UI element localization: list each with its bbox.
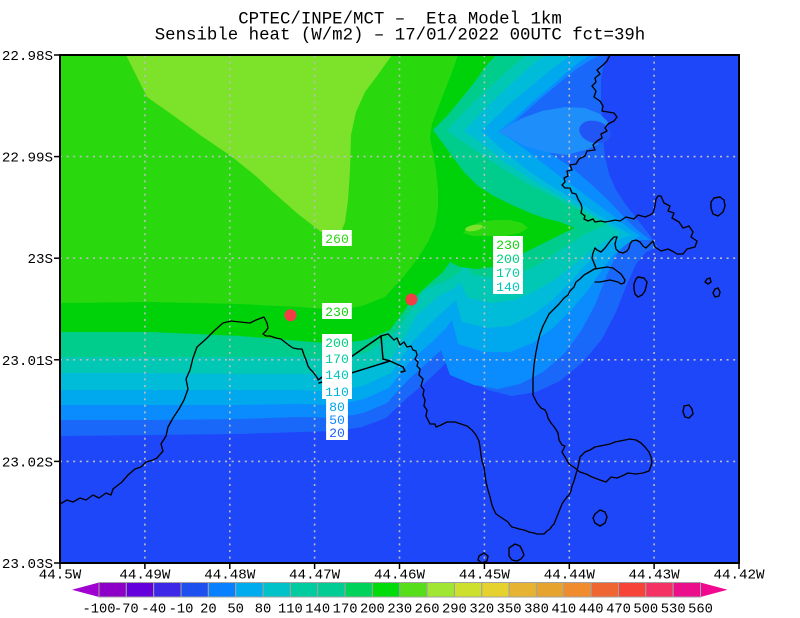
svg-text:350: 350	[497, 603, 522, 618]
svg-text:560: 560	[688, 603, 713, 618]
svg-text:CPTEC/INPE/MCT – Eta Model 1k: CPTEC/INPE/MCT – Eta Model 1km	[238, 11, 562, 30]
svg-text:110: 110	[325, 385, 349, 400]
svg-text:200: 200	[496, 252, 520, 267]
svg-text:260: 260	[325, 232, 349, 247]
svg-text:-10: -10	[169, 603, 194, 618]
svg-text:44.42W: 44.42W	[713, 568, 765, 584]
svg-text:44.47W: 44.47W	[289, 568, 341, 584]
svg-text:50: 50	[227, 603, 244, 618]
svg-text:140: 140	[496, 280, 520, 295]
svg-text:23.01S: 23.01S	[2, 354, 53, 370]
svg-text:140: 140	[305, 603, 330, 618]
svg-text:23.03S: 23.03S	[2, 557, 53, 573]
svg-text:530: 530	[661, 603, 686, 618]
svg-text:170: 170	[325, 352, 349, 367]
svg-text:110: 110	[278, 603, 303, 618]
svg-text:44.46W: 44.46W	[374, 568, 426, 584]
svg-text:200: 200	[360, 603, 385, 618]
svg-text:44.49W: 44.49W	[119, 568, 171, 584]
svg-text:260: 260	[415, 603, 440, 618]
svg-text:23S: 23S	[27, 252, 53, 268]
svg-text:230: 230	[325, 305, 349, 320]
svg-text:22.98S: 22.98S	[2, 49, 53, 65]
svg-text:44.48W: 44.48W	[204, 568, 256, 584]
svg-text:440: 440	[579, 603, 604, 618]
svg-text:500: 500	[633, 603, 658, 618]
svg-text:-100: -100	[82, 603, 115, 618]
svg-text:20: 20	[200, 603, 217, 618]
svg-text:80: 80	[255, 603, 272, 618]
svg-text:320: 320	[469, 603, 494, 618]
svg-text:230: 230	[387, 603, 412, 618]
svg-text:20: 20	[329, 426, 345, 441]
svg-text:410: 410	[551, 603, 576, 618]
svg-text:23.02S: 23.02S	[2, 455, 53, 471]
svg-text:44.5W: 44.5W	[39, 568, 82, 584]
svg-text:290: 290	[442, 603, 467, 618]
svg-text:-70: -70	[114, 603, 139, 618]
svg-text:200: 200	[325, 336, 349, 351]
svg-text:44.43W: 44.43W	[629, 568, 681, 584]
svg-text:Sensible heat (W/m2) – 17/01/2: Sensible heat (W/m2) – 17/01/2022 00UTC …	[155, 27, 646, 46]
svg-text:22.99S: 22.99S	[2, 151, 53, 167]
svg-text:380: 380	[524, 603, 549, 618]
svg-text:44.44W: 44.44W	[544, 568, 596, 584]
svg-text:44.45W: 44.45W	[459, 568, 511, 584]
svg-text:140: 140	[325, 368, 349, 383]
svg-text:470: 470	[606, 603, 631, 618]
svg-text:170: 170	[333, 603, 358, 618]
svg-text:-40: -40	[141, 603, 166, 618]
svg-text:230: 230	[496, 238, 520, 253]
svg-text:170: 170	[496, 266, 520, 281]
